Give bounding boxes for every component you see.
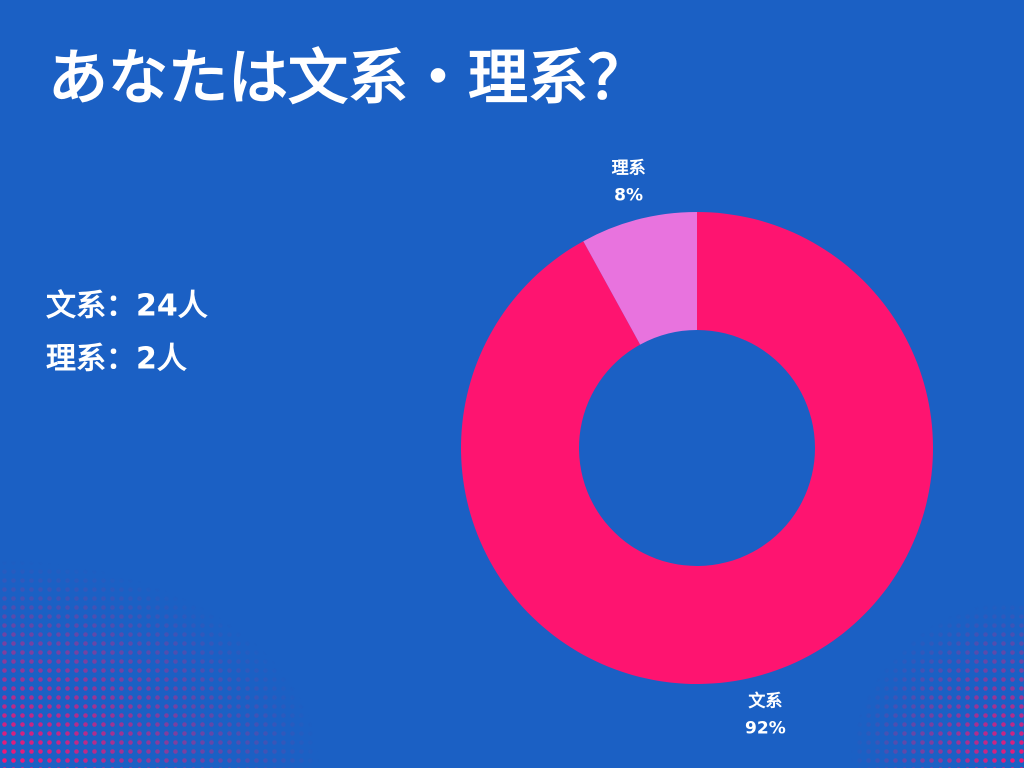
slice-value-label: 92% — [745, 718, 786, 738]
dot-decoration — [850, 600, 1024, 768]
dot-decoration — [0, 560, 320, 768]
title: あなたは文系・理系？ — [48, 44, 648, 114]
donut-slice — [461, 212, 933, 684]
slice-label: 理系 — [612, 159, 646, 179]
donut-chart: 文系 92% 理系 8% — [461, 159, 933, 738]
note: 文系：24人 — [46, 289, 208, 324]
note: 理系：2人 — [46, 342, 187, 377]
slice-label: 文系 — [748, 690, 782, 711]
donut-slice — [583, 212, 697, 345]
slice-value-label: 8% — [614, 186, 643, 206]
